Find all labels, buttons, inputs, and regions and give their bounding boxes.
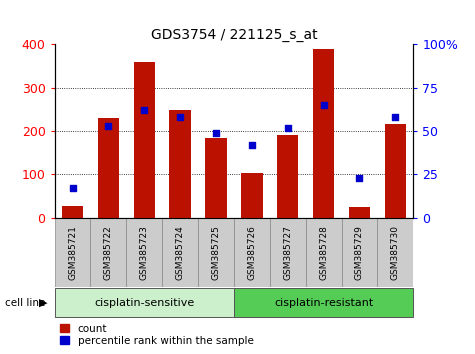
- FancyBboxPatch shape: [234, 288, 413, 317]
- Text: GSM385730: GSM385730: [391, 225, 400, 280]
- Text: GSM385729: GSM385729: [355, 225, 364, 280]
- Point: [212, 130, 220, 136]
- Point: [141, 107, 148, 113]
- FancyBboxPatch shape: [91, 218, 126, 287]
- Point: [284, 125, 292, 130]
- Text: GSM385723: GSM385723: [140, 225, 149, 280]
- FancyBboxPatch shape: [270, 218, 306, 287]
- Text: GSM385726: GSM385726: [247, 225, 257, 280]
- Point: [320, 102, 327, 108]
- Text: GSM385727: GSM385727: [283, 225, 292, 280]
- Point: [356, 175, 363, 181]
- Point: [69, 185, 76, 191]
- FancyBboxPatch shape: [162, 218, 198, 287]
- FancyBboxPatch shape: [378, 218, 413, 287]
- Bar: [205, 138, 227, 218]
- Text: GSM385725: GSM385725: [211, 225, 220, 280]
- Bar: [313, 48, 334, 218]
- FancyBboxPatch shape: [306, 218, 342, 287]
- Bar: [277, 135, 298, 218]
- Point: [391, 114, 399, 120]
- Bar: [98, 118, 119, 218]
- Text: GSM385721: GSM385721: [68, 225, 77, 280]
- FancyBboxPatch shape: [126, 218, 162, 287]
- Point: [104, 123, 112, 129]
- FancyBboxPatch shape: [342, 218, 378, 287]
- Bar: [62, 206, 83, 218]
- FancyBboxPatch shape: [198, 218, 234, 287]
- Bar: [170, 110, 191, 218]
- Bar: [241, 173, 263, 218]
- FancyBboxPatch shape: [55, 218, 91, 287]
- Title: GDS3754 / 221125_s_at: GDS3754 / 221125_s_at: [151, 28, 317, 42]
- FancyBboxPatch shape: [55, 288, 234, 317]
- Text: GSM385728: GSM385728: [319, 225, 328, 280]
- Bar: [349, 207, 370, 218]
- Legend: count, percentile rank within the sample: count, percentile rank within the sample: [60, 324, 254, 346]
- Text: GSM385722: GSM385722: [104, 225, 113, 280]
- Bar: [385, 125, 406, 218]
- Text: cisplatin-resistant: cisplatin-resistant: [274, 298, 373, 308]
- Point: [176, 114, 184, 120]
- Bar: [133, 62, 155, 218]
- Text: GSM385724: GSM385724: [176, 225, 185, 280]
- Text: cisplatin-sensitive: cisplatin-sensitive: [94, 298, 194, 308]
- Text: cell line: cell line: [5, 298, 45, 308]
- Text: ▶: ▶: [39, 298, 48, 308]
- FancyBboxPatch shape: [234, 218, 270, 287]
- Point: [248, 142, 256, 148]
